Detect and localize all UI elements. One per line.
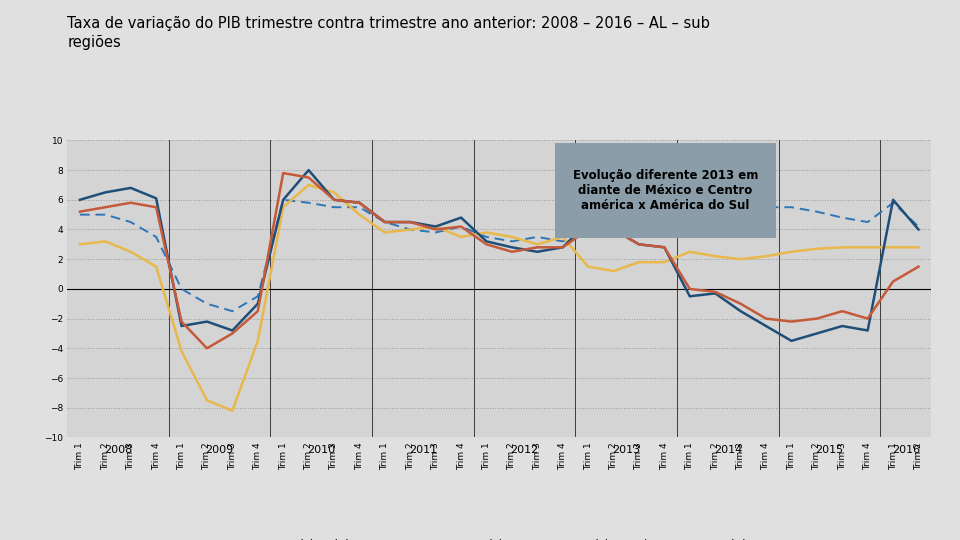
Text: 2010: 2010 <box>307 445 335 455</box>
Text: Evolução diferente 2013 em
diante de México e Centro
américa x América do Sul: Evolução diferente 2013 em diante de Méx… <box>573 170 758 212</box>
Text: Taxa de variação do PIB trimestre contra trimestre ano anterior: 2008 – 2016 – A: Taxa de variação do PIB trimestre contra… <box>67 16 710 31</box>
Text: 2009: 2009 <box>205 445 234 455</box>
Legend: América del Sur, Centroamérica, América Latina, México: América del Sur, Centroamérica, América … <box>234 534 764 540</box>
Text: 2011: 2011 <box>409 445 437 455</box>
Text: 2008: 2008 <box>104 445 132 455</box>
Text: regiões: regiões <box>67 35 121 50</box>
Text: 2014: 2014 <box>714 445 742 455</box>
Text: 2016: 2016 <box>892 445 920 455</box>
Text: 2015: 2015 <box>815 445 844 455</box>
FancyBboxPatch shape <box>555 143 776 238</box>
Text: 2012: 2012 <box>511 445 539 455</box>
Text: 2013: 2013 <box>612 445 640 455</box>
